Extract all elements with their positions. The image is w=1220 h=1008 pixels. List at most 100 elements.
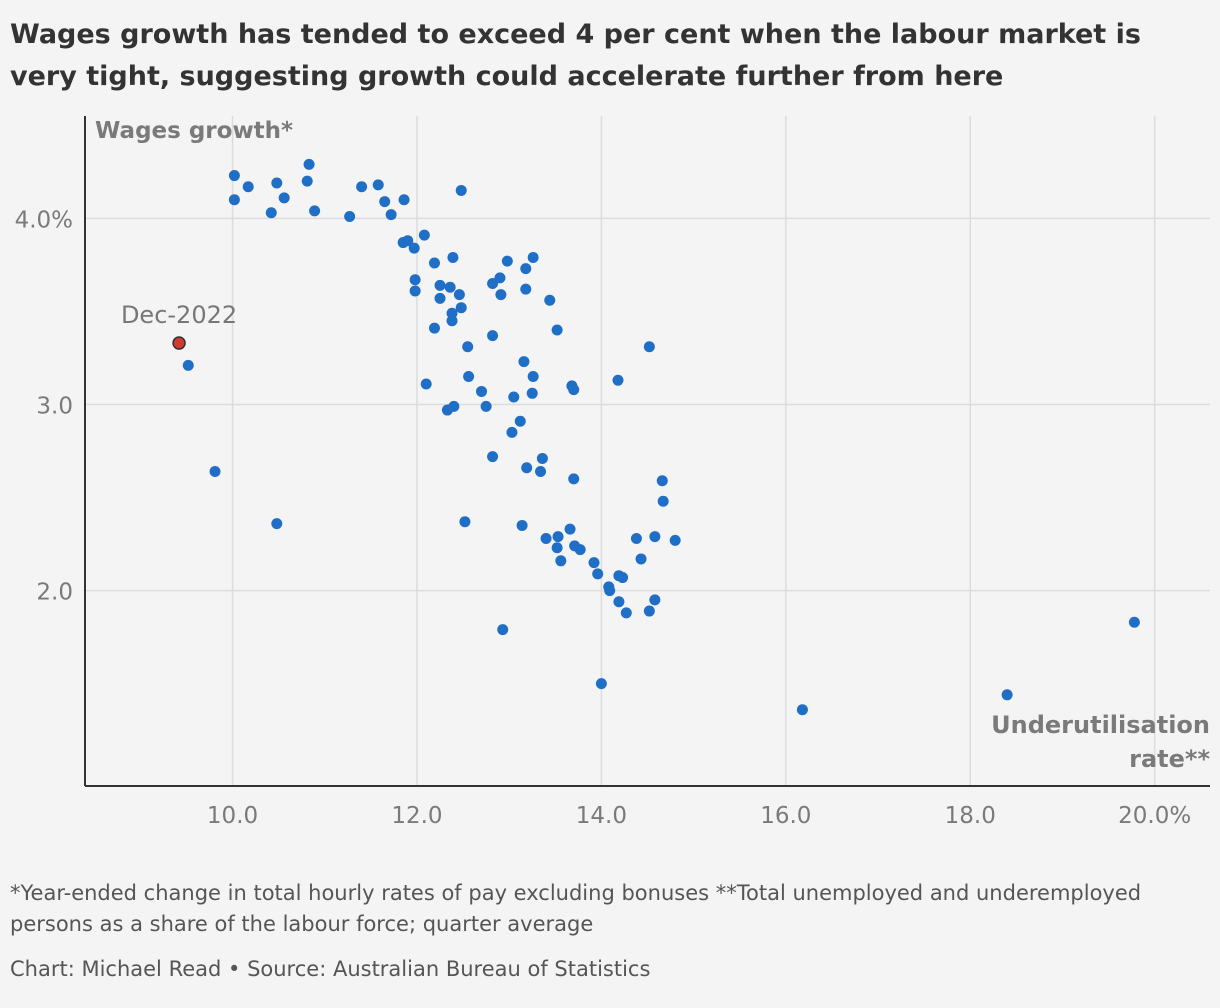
y-tick-label: 3.0 [36, 393, 73, 419]
data-point [588, 557, 600, 569]
data-point [402, 235, 414, 247]
x-tick-label: 18.0 [945, 803, 996, 829]
x-tick-label: 16.0 [760, 803, 811, 829]
data-point [356, 181, 368, 193]
data-point [242, 181, 254, 193]
data-point [379, 196, 391, 208]
data-point [434, 279, 446, 291]
data-point [574, 544, 586, 556]
axes [84, 116, 1210, 787]
data-point [612, 374, 624, 386]
data-point [309, 205, 321, 217]
data-point [444, 281, 456, 293]
data-point [497, 624, 509, 636]
data-point [527, 251, 539, 263]
data-point [301, 175, 313, 187]
data-point [555, 555, 567, 567]
data-point [418, 229, 430, 241]
source-credit: Chart: Michael Read • Source: Australian… [10, 957, 651, 981]
data-point [520, 263, 532, 275]
data-point [209, 465, 221, 477]
data-point [506, 426, 518, 438]
y-tick-label: 4.0% [15, 207, 73, 233]
data-point [385, 209, 397, 221]
data-point [527, 371, 539, 383]
data-point [620, 607, 632, 619]
x-tick-label: 10.0 [207, 803, 258, 829]
data-point [495, 289, 507, 301]
data-point [595, 678, 607, 690]
data-point [487, 330, 499, 342]
data-point [669, 534, 681, 546]
data-point [455, 184, 467, 196]
data-point [409, 274, 421, 286]
data-point [408, 242, 420, 254]
data-point [462, 341, 474, 353]
tick-labels: 10.0 12.0 14.0 16.0 18.0 20.0% 2.0 3.0 4.0% [15, 207, 1192, 829]
data-point [649, 531, 661, 543]
data-point [657, 495, 669, 507]
data-point [182, 359, 194, 371]
data-point [552, 531, 564, 543]
data-point [428, 322, 440, 334]
data-point [526, 387, 538, 399]
data-point [455, 302, 467, 314]
data-point [441, 404, 453, 416]
gridlines [85, 116, 1210, 786]
data-point [643, 605, 655, 617]
data-point [635, 553, 647, 565]
data-point [649, 594, 661, 606]
data-point [420, 378, 432, 390]
data-point [501, 255, 513, 267]
data-point [278, 192, 290, 204]
x-axis-title-line1: Underutilisation [991, 711, 1210, 739]
footnote: *Year-ended change in total hourly rates… [10, 881, 1142, 936]
data-point [428, 257, 440, 269]
data-point [604, 585, 616, 597]
data-point [551, 324, 563, 336]
data-point [265, 207, 277, 219]
scatter-chart: 10.0 12.0 14.0 16.0 18.0 20.0% 2.0 3.0 4.0% Wage… [15, 116, 1210, 829]
data-point [536, 452, 548, 464]
data-point [643, 341, 655, 353]
highlight-group: Dec-2022 [121, 301, 237, 350]
data-point [487, 451, 499, 463]
highlight-point [172, 336, 186, 350]
data-point [796, 704, 808, 716]
x-tick-label: 20.0% [1118, 803, 1191, 829]
data-point [398, 194, 410, 206]
data-point [228, 194, 240, 206]
data-point [447, 251, 459, 263]
data-point [1001, 689, 1013, 701]
data-point [434, 292, 446, 304]
data-point [514, 415, 526, 427]
data-point [409, 285, 421, 297]
data-point [617, 572, 629, 584]
data-point [568, 384, 580, 396]
data-point [508, 391, 520, 403]
data-point [521, 462, 533, 474]
data-point [630, 532, 642, 544]
data-point [271, 518, 283, 530]
data-points [182, 158, 1140, 716]
data-point [1128, 616, 1140, 628]
data-point [518, 356, 530, 368]
data-point [453, 289, 465, 301]
data-point [613, 596, 625, 608]
chart-title: Wages growth has tended to exceed 4 per … [10, 19, 1141, 92]
data-point [520, 283, 532, 295]
data-point [516, 519, 528, 531]
data-point [228, 170, 240, 182]
data-point [446, 315, 458, 327]
data-point [476, 385, 488, 397]
data-point [463, 371, 475, 383]
x-tick-label: 12.0 [391, 803, 442, 829]
data-point [372, 179, 384, 191]
data-point [494, 272, 506, 284]
data-point [592, 568, 604, 580]
data-point [535, 465, 547, 477]
data-point [568, 473, 580, 485]
data-point [271, 177, 283, 189]
data-point [303, 158, 315, 170]
highlight-label: Dec-2022 [121, 301, 237, 329]
